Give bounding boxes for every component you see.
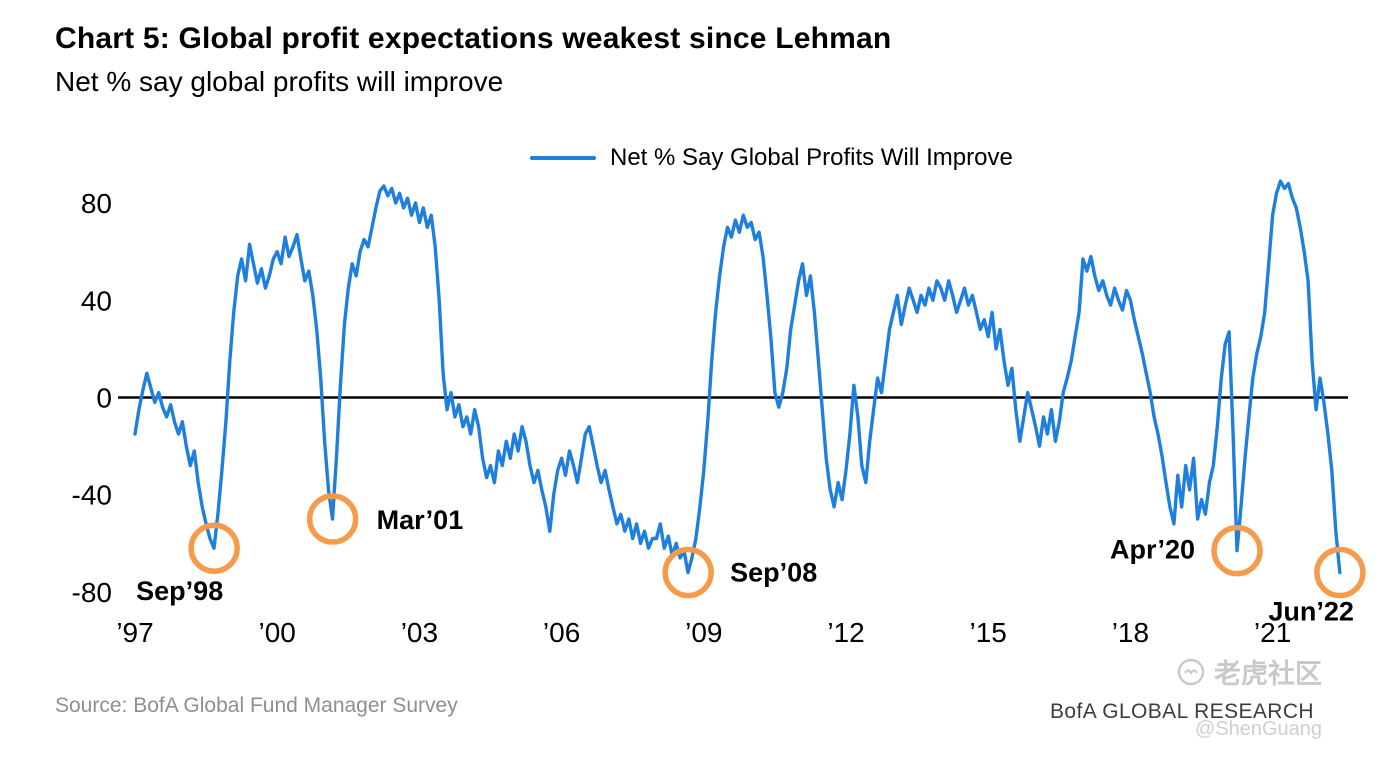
- brand-label: BofA GLOBAL RESEARCH: [1050, 700, 1314, 723]
- annotation-label: Jun’22: [1268, 597, 1354, 627]
- x-tick-label: ’06: [543, 617, 580, 648]
- annotation-circle: [188, 522, 240, 574]
- annotation-label: Mar’01: [377, 505, 464, 535]
- x-tick-label: ’12: [827, 617, 864, 648]
- watermark-handle: @ShenGuang: [1194, 718, 1322, 740]
- y-tick-label: 80: [81, 188, 112, 219]
- watermark-community-text: 老虎社区: [1214, 659, 1322, 689]
- annotation-label: Apr’20: [1110, 535, 1195, 565]
- annotation-label: Sep’98: [136, 576, 223, 606]
- legend: Net % Say Global Profits Will Improve: [530, 144, 1013, 172]
- chart-subtitle: Net % say global profits will improve: [55, 66, 504, 97]
- x-tick-label: ’00: [259, 617, 296, 648]
- y-tick-label: 40: [81, 285, 112, 316]
- series-line: [133, 179, 1342, 575]
- x-tick-label: ’03: [401, 617, 438, 648]
- x-tick-label: ’15: [970, 617, 1007, 648]
- x-tick-label: ’09: [685, 617, 722, 648]
- y-tick-label: -80: [72, 577, 112, 608]
- legend-label: Net % Say Global Profits Will Improve: [610, 144, 1013, 171]
- tiger-community-logo-icon: [1177, 658, 1205, 685]
- x-tick-label: ’21: [1254, 617, 1291, 648]
- watermark: 老虎社区: [1176, 652, 1322, 691]
- x-tick-label: ’18: [1112, 617, 1149, 648]
- annotation-label: Sep’08: [730, 558, 817, 588]
- annotation-circle: [1314, 546, 1366, 599]
- source-note: Source: BofA Global Fund Manager Survey: [55, 694, 458, 717]
- y-tick-label: -40: [72, 480, 112, 511]
- annotation-circle: [306, 493, 359, 545]
- y-tick-label: 0: [96, 383, 112, 414]
- x-tick-label: ’97: [116, 617, 153, 648]
- annotation-circle: [662, 546, 714, 599]
- chart-title: Chart 5: Global profit expectations weak…: [55, 22, 892, 55]
- annotation-circle: [1211, 524, 1263, 577]
- legend-line-swatch: [530, 156, 596, 160]
